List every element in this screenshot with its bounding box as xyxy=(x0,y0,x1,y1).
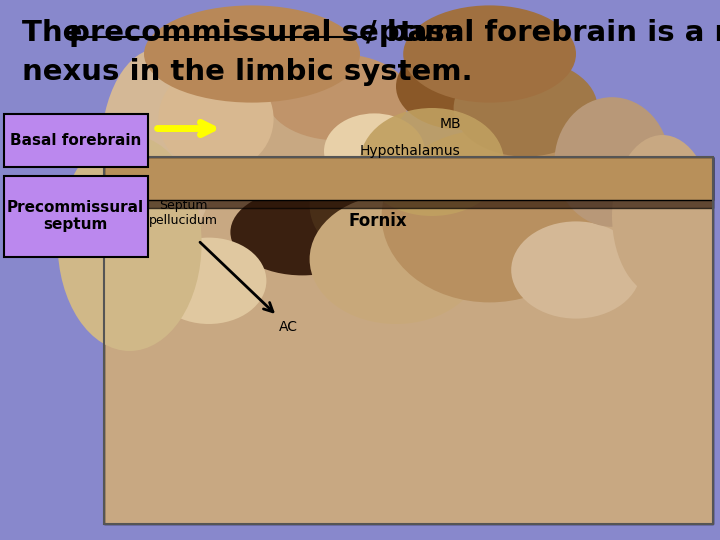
Text: Basal forebrain: Basal forebrain xyxy=(10,133,141,148)
Text: Fornix: Fornix xyxy=(348,212,408,231)
Text: nexus in the limbic system.: nexus in the limbic system. xyxy=(22,58,472,86)
Text: Hypothalamus: Hypothalamus xyxy=(360,144,461,158)
Ellipse shape xyxy=(58,135,202,351)
Ellipse shape xyxy=(209,113,338,232)
Ellipse shape xyxy=(101,49,216,254)
Ellipse shape xyxy=(554,97,670,227)
Ellipse shape xyxy=(144,5,360,103)
FancyBboxPatch shape xyxy=(4,176,148,256)
Ellipse shape xyxy=(396,43,526,130)
Ellipse shape xyxy=(403,5,576,103)
FancyBboxPatch shape xyxy=(104,157,713,208)
Text: MB: MB xyxy=(439,117,461,131)
Ellipse shape xyxy=(310,157,410,254)
Text: / basal forebrain is a major: / basal forebrain is a major xyxy=(366,19,720,47)
FancyBboxPatch shape xyxy=(104,157,713,200)
Ellipse shape xyxy=(360,108,504,216)
Text: Septum
pellucidum: Septum pellucidum xyxy=(149,199,218,227)
Ellipse shape xyxy=(310,194,482,324)
Text: The: The xyxy=(22,19,92,47)
Text: precommissural septum: precommissural septum xyxy=(69,19,464,47)
Ellipse shape xyxy=(151,238,266,324)
FancyBboxPatch shape xyxy=(4,114,148,167)
Text: AC: AC xyxy=(279,320,297,334)
Ellipse shape xyxy=(382,130,598,302)
Ellipse shape xyxy=(158,65,274,173)
Ellipse shape xyxy=(511,221,641,319)
FancyBboxPatch shape xyxy=(104,157,713,524)
Ellipse shape xyxy=(230,189,374,275)
Ellipse shape xyxy=(612,135,713,297)
Ellipse shape xyxy=(454,59,598,157)
Text: Precommissural
septum: Precommissural septum xyxy=(7,200,144,232)
Ellipse shape xyxy=(266,54,410,140)
Ellipse shape xyxy=(324,113,425,189)
